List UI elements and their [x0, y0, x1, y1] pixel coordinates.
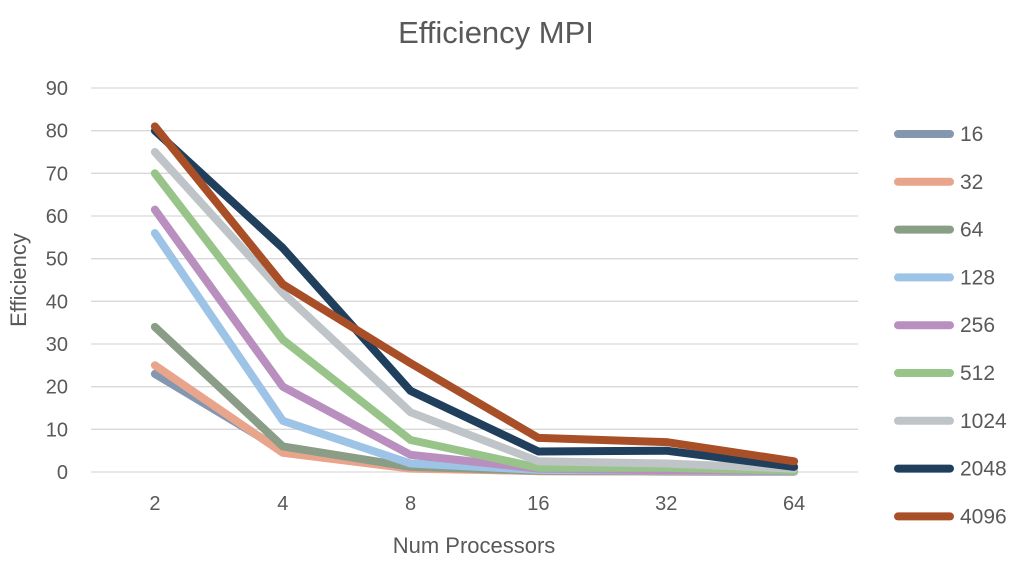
y-tick-label: 0: [57, 462, 68, 484]
legend-label-16: 16: [960, 123, 983, 146]
legend-label-256: 256: [960, 314, 995, 337]
legend-label-2048: 2048: [960, 458, 1007, 481]
chart-title: Efficiency MPI: [398, 15, 594, 50]
y-tick-label: 30: [46, 334, 68, 356]
legend-label-128: 128: [960, 266, 995, 289]
y-tick-label: 70: [46, 163, 68, 185]
y-tick-label: 60: [46, 206, 68, 228]
legend-label-32: 32: [960, 171, 983, 194]
x-tick-label: 2: [149, 493, 160, 515]
x-tick-label: 4: [277, 493, 288, 515]
y-tick-label: 20: [46, 377, 68, 399]
y-tick-label: 40: [46, 291, 68, 313]
y-axis-ticks: 0 10 20 30 40 50 60 70 80 90: [46, 78, 68, 484]
series-line-4096: [150, 122, 799, 466]
x-tick-label: 8: [405, 493, 416, 515]
x-axis-label: Num Processors: [393, 533, 556, 558]
y-tick-label: 50: [46, 249, 68, 271]
series-line-1024: [150, 148, 799, 473]
series-lines: [150, 122, 799, 476]
x-tick-label: 16: [527, 493, 549, 515]
legend-label-512: 512: [960, 362, 995, 385]
x-axis-ticks: 2 4 8 16 32 64: [149, 493, 805, 515]
legend-label-1024: 1024: [960, 410, 1007, 433]
y-tick-label: 10: [46, 419, 68, 441]
legend: 16 32 64 128 256 512 1024 2048 4096: [894, 123, 1007, 528]
y-tick-label: 90: [46, 78, 68, 100]
series-line-2048: [150, 126, 799, 471]
legend-label-64: 64: [960, 219, 984, 242]
x-tick-label: 64: [783, 493, 805, 515]
legend-label-4096: 4096: [960, 505, 1007, 528]
y-tick-label: 80: [46, 121, 68, 143]
y-axis-label: Efficiency: [6, 233, 31, 327]
x-tick-label: 32: [655, 493, 677, 515]
